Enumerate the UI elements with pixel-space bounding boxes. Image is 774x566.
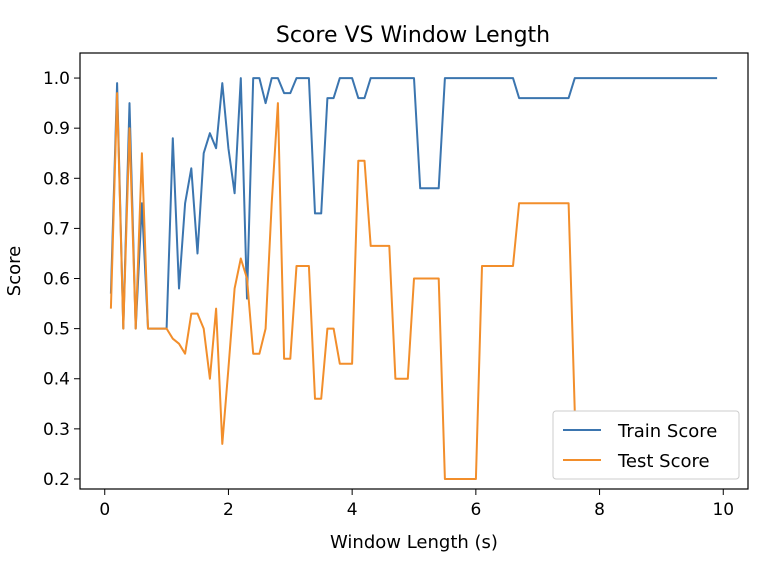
legend: Train Score Test Score <box>552 410 740 480</box>
y-tick-label: 0.5 <box>43 320 70 340</box>
x-tick-label: 8 <box>594 500 605 520</box>
chart-title: Score VS Window Length <box>276 23 550 48</box>
y-tick-label: 0.8 <box>43 169 70 189</box>
y-tick-label: 0.2 <box>43 470 70 490</box>
legend-test-label: Test Score <box>617 451 710 472</box>
y-tick-label: 0.7 <box>43 219 70 239</box>
x-tick-label: 10 <box>712 500 734 520</box>
y-tick-label: 0.4 <box>43 370 70 390</box>
legend-train-label: Train Score <box>617 421 717 442</box>
x-axis: 0 2 4 6 8 10 <box>99 489 734 520</box>
y-tick-label: 0.3 <box>43 420 70 440</box>
x-tick-label: 4 <box>347 500 358 520</box>
y-axis-label: Score <box>4 246 25 296</box>
y-tick-label: 0.9 <box>43 119 70 139</box>
train-score-line <box>109 77 718 330</box>
legend-box <box>552 410 740 480</box>
y-tick-label: 1.0 <box>43 69 70 89</box>
x-axis-label: Window Length (s) <box>330 532 498 553</box>
x-tick-label: 0 <box>99 500 110 520</box>
x-tick-label: 2 <box>223 500 234 520</box>
y-axis: 0.2 0.3 0.4 0.5 0.6 0.7 0.8 0.9 1.0 <box>43 69 80 490</box>
x-tick-label: 6 <box>470 500 481 520</box>
plot-frame <box>79 52 749 490</box>
y-tick-label: 0.6 <box>43 270 70 290</box>
